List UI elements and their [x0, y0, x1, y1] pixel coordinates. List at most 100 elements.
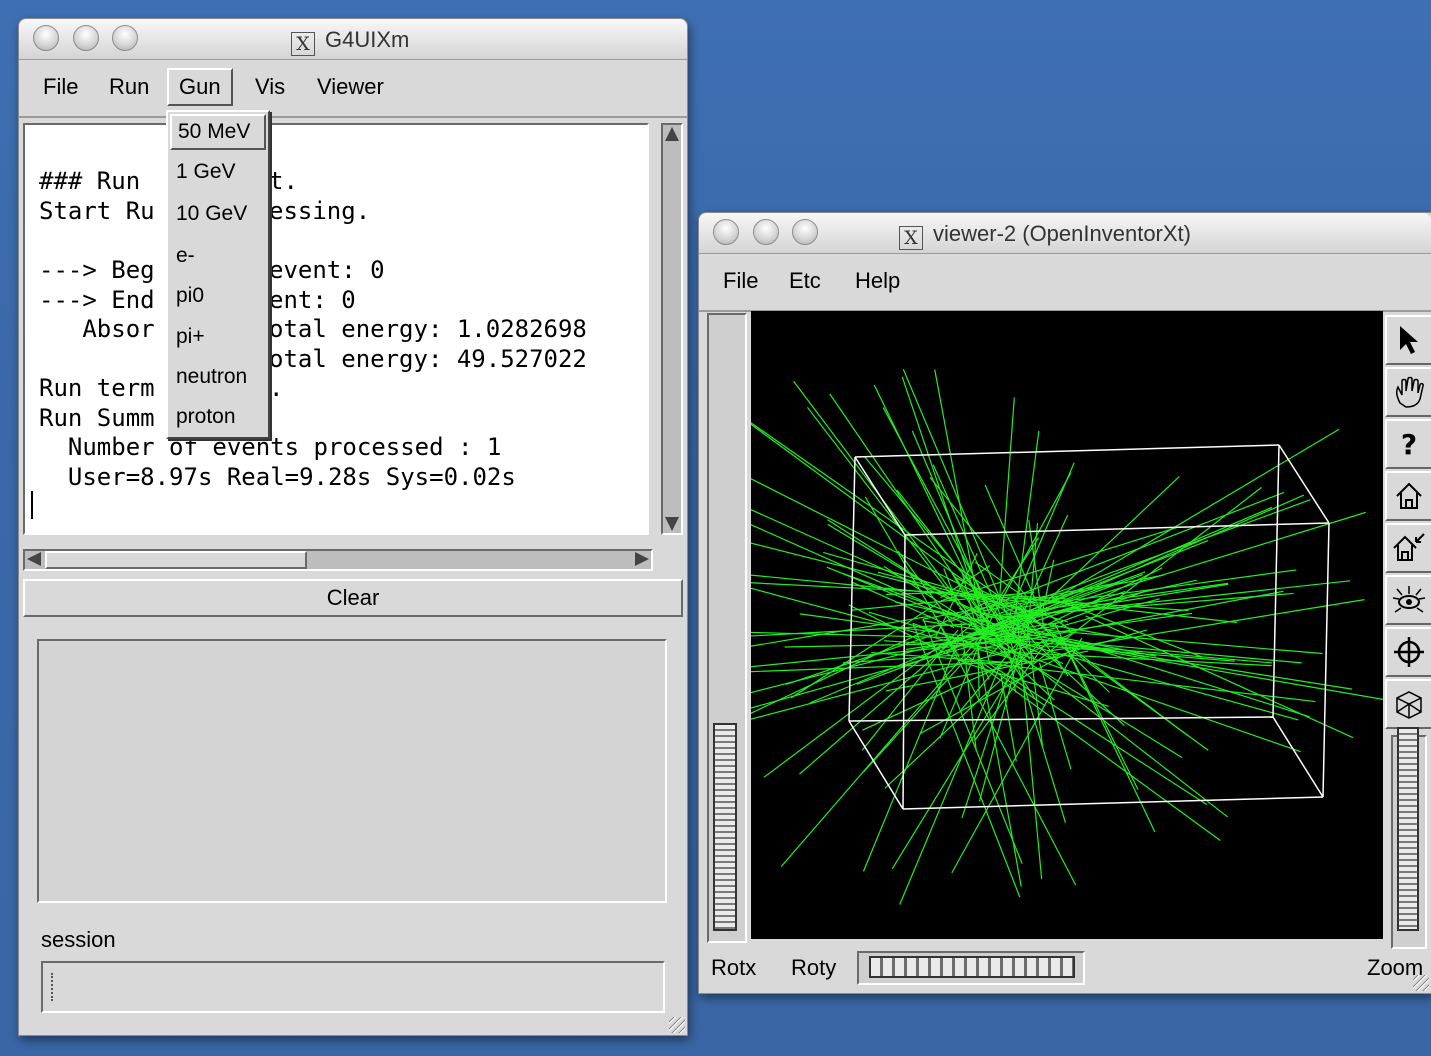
particle-track: [708, 456, 1033, 622]
console-output[interactable]: ### Run Start Ru ---> Beg ---> End Absor…: [23, 123, 649, 535]
minimize-window-button[interactable]: [73, 25, 99, 51]
menu-run[interactable]: Run: [109, 74, 150, 99]
menu-file[interactable]: File: [43, 74, 79, 99]
particle-track: [1061, 636, 1139, 790]
zoom-window-button[interactable]: [112, 25, 138, 51]
detector-box-edge: [1272, 716, 1324, 798]
particle-track: [962, 652, 1221, 841]
particle-track: [1047, 629, 1323, 655]
particle-track: [1024, 609, 1044, 746]
console-line: User=8.97s Real=9.28s Sys=0.02s: [39, 463, 516, 491]
g4-menubar: File Run Gun Vis Viewer: [19, 60, 687, 118]
particle-track: [862, 647, 977, 773]
menu-file[interactable]: File: [723, 268, 759, 293]
gun-item-10gev[interactable]: 10 GeV: [176, 202, 248, 225]
projection-icon[interactable]: [1385, 679, 1431, 729]
3d-viewer-canvas[interactable]: [553, 311, 1419, 939]
particle-track: [988, 642, 1301, 753]
particle-track: [987, 662, 1207, 806]
clear-button[interactable]: Clear: [23, 579, 683, 617]
detector-box-edge: [848, 716, 1274, 722]
console-line: Absor: [39, 315, 155, 343]
particle-track: [785, 632, 938, 686]
particle-track: [864, 456, 1036, 660]
close-window-button[interactable]: [33, 25, 59, 51]
console-hscrollbar[interactable]: [23, 549, 653, 571]
particle-track: [763, 642, 945, 778]
gun-item-neutron[interactable]: neutron: [176, 365, 248, 388]
console-line-tail: otal energy: 1.0282698: [269, 315, 587, 343]
minimize-window-button[interactable]: [753, 219, 779, 245]
viewer-toolbar: ?: [1385, 315, 1431, 949]
gun-item-piplus[interactable]: pi+: [176, 325, 205, 348]
particle-track: [871, 652, 1009, 664]
console-line-tail: essing.: [269, 197, 371, 225]
gun-item-electron[interactable]: e-: [176, 244, 195, 267]
menu-etc[interactable]: Etc: [789, 268, 821, 293]
console-line-tail: otal energy: 49.527022: [269, 345, 587, 373]
particle-track: [999, 651, 1272, 667]
seek-icon[interactable]: [1385, 627, 1431, 677]
particle-track: [998, 580, 1351, 620]
resize-grip-icon[interactable]: [1413, 975, 1429, 991]
history-list[interactable]: [37, 639, 667, 903]
particle-track: [940, 565, 991, 599]
particle-track: [799, 613, 1031, 646]
rotx-thumbwheel[interactable]: [713, 723, 737, 931]
hscroll-thumb[interactable]: [45, 551, 307, 569]
particle-track: [709, 505, 1064, 665]
particle-track: [951, 637, 1083, 874]
pointer-icon[interactable]: [1385, 315, 1431, 365]
menu-viewer[interactable]: Viewer: [317, 74, 384, 99]
roty-thumbwheel[interactable]: [869, 956, 1075, 978]
gun-item-50mev[interactable]: 50 MeV: [170, 114, 266, 150]
console-line: ---> End: [39, 286, 155, 314]
particle-track: [998, 397, 1015, 609]
console-line-tail: event: 0: [269, 256, 385, 284]
console-line: Run Summ: [39, 404, 155, 432]
session-input-cursor-icon: [51, 973, 53, 1001]
menu-gun[interactable]: Gun: [167, 68, 233, 106]
zoom-window-button[interactable]: [792, 219, 818, 245]
particle-track: [1041, 559, 1055, 615]
particle-track: [862, 632, 1073, 731]
resize-grip-icon[interactable]: [669, 1017, 685, 1033]
event-display-svg: [553, 368, 1419, 905]
particle-track: [884, 639, 1045, 789]
particle-track: [790, 603, 938, 699]
hand-icon[interactable]: [1385, 367, 1431, 417]
set-home-icon[interactable]: [1385, 523, 1431, 573]
console-vscrollbar[interactable]: [661, 123, 683, 535]
window-title: X G4UIXm: [291, 27, 409, 56]
view-all-icon[interactable]: [1385, 575, 1431, 625]
session-input[interactable]: [41, 961, 665, 1013]
particle-track: [886, 591, 945, 596]
zoom-thumbwheel[interactable]: [1397, 727, 1419, 931]
console-line: Run term: [39, 374, 155, 402]
particle-track: [1049, 428, 1340, 603]
particle-track: [999, 462, 1075, 638]
menu-vis[interactable]: Vis: [255, 74, 286, 99]
particle-track: [939, 634, 984, 739]
help-icon[interactable]: ?: [1385, 419, 1431, 469]
gun-item-1gev[interactable]: 1 GeV: [176, 160, 236, 183]
scroll-down-arrow-icon[interactable]: [665, 517, 679, 531]
particle-track: [922, 581, 1120, 620]
scroll-right-arrow-icon[interactable]: [635, 552, 649, 566]
particle-track: [922, 618, 1023, 864]
clear-button-label: Clear: [326, 585, 380, 610]
particle-track: [1053, 622, 1156, 833]
particle-track: [1012, 430, 1040, 631]
menu-help[interactable]: Help: [855, 268, 901, 293]
scroll-left-arrow-icon[interactable]: [27, 552, 41, 566]
console-line: ### Run: [39, 167, 155, 195]
gun-item-pi0[interactable]: pi0: [176, 284, 205, 307]
home-icon[interactable]: [1385, 471, 1431, 521]
particle-track: [1085, 615, 1354, 739]
scroll-up-arrow-icon[interactable]: [665, 127, 679, 141]
particle-track: [850, 591, 1035, 611]
gun-item-proton[interactable]: proton: [176, 405, 236, 428]
console-line: Number of events processed : 1: [39, 433, 502, 461]
close-window-button[interactable]: [713, 219, 739, 245]
